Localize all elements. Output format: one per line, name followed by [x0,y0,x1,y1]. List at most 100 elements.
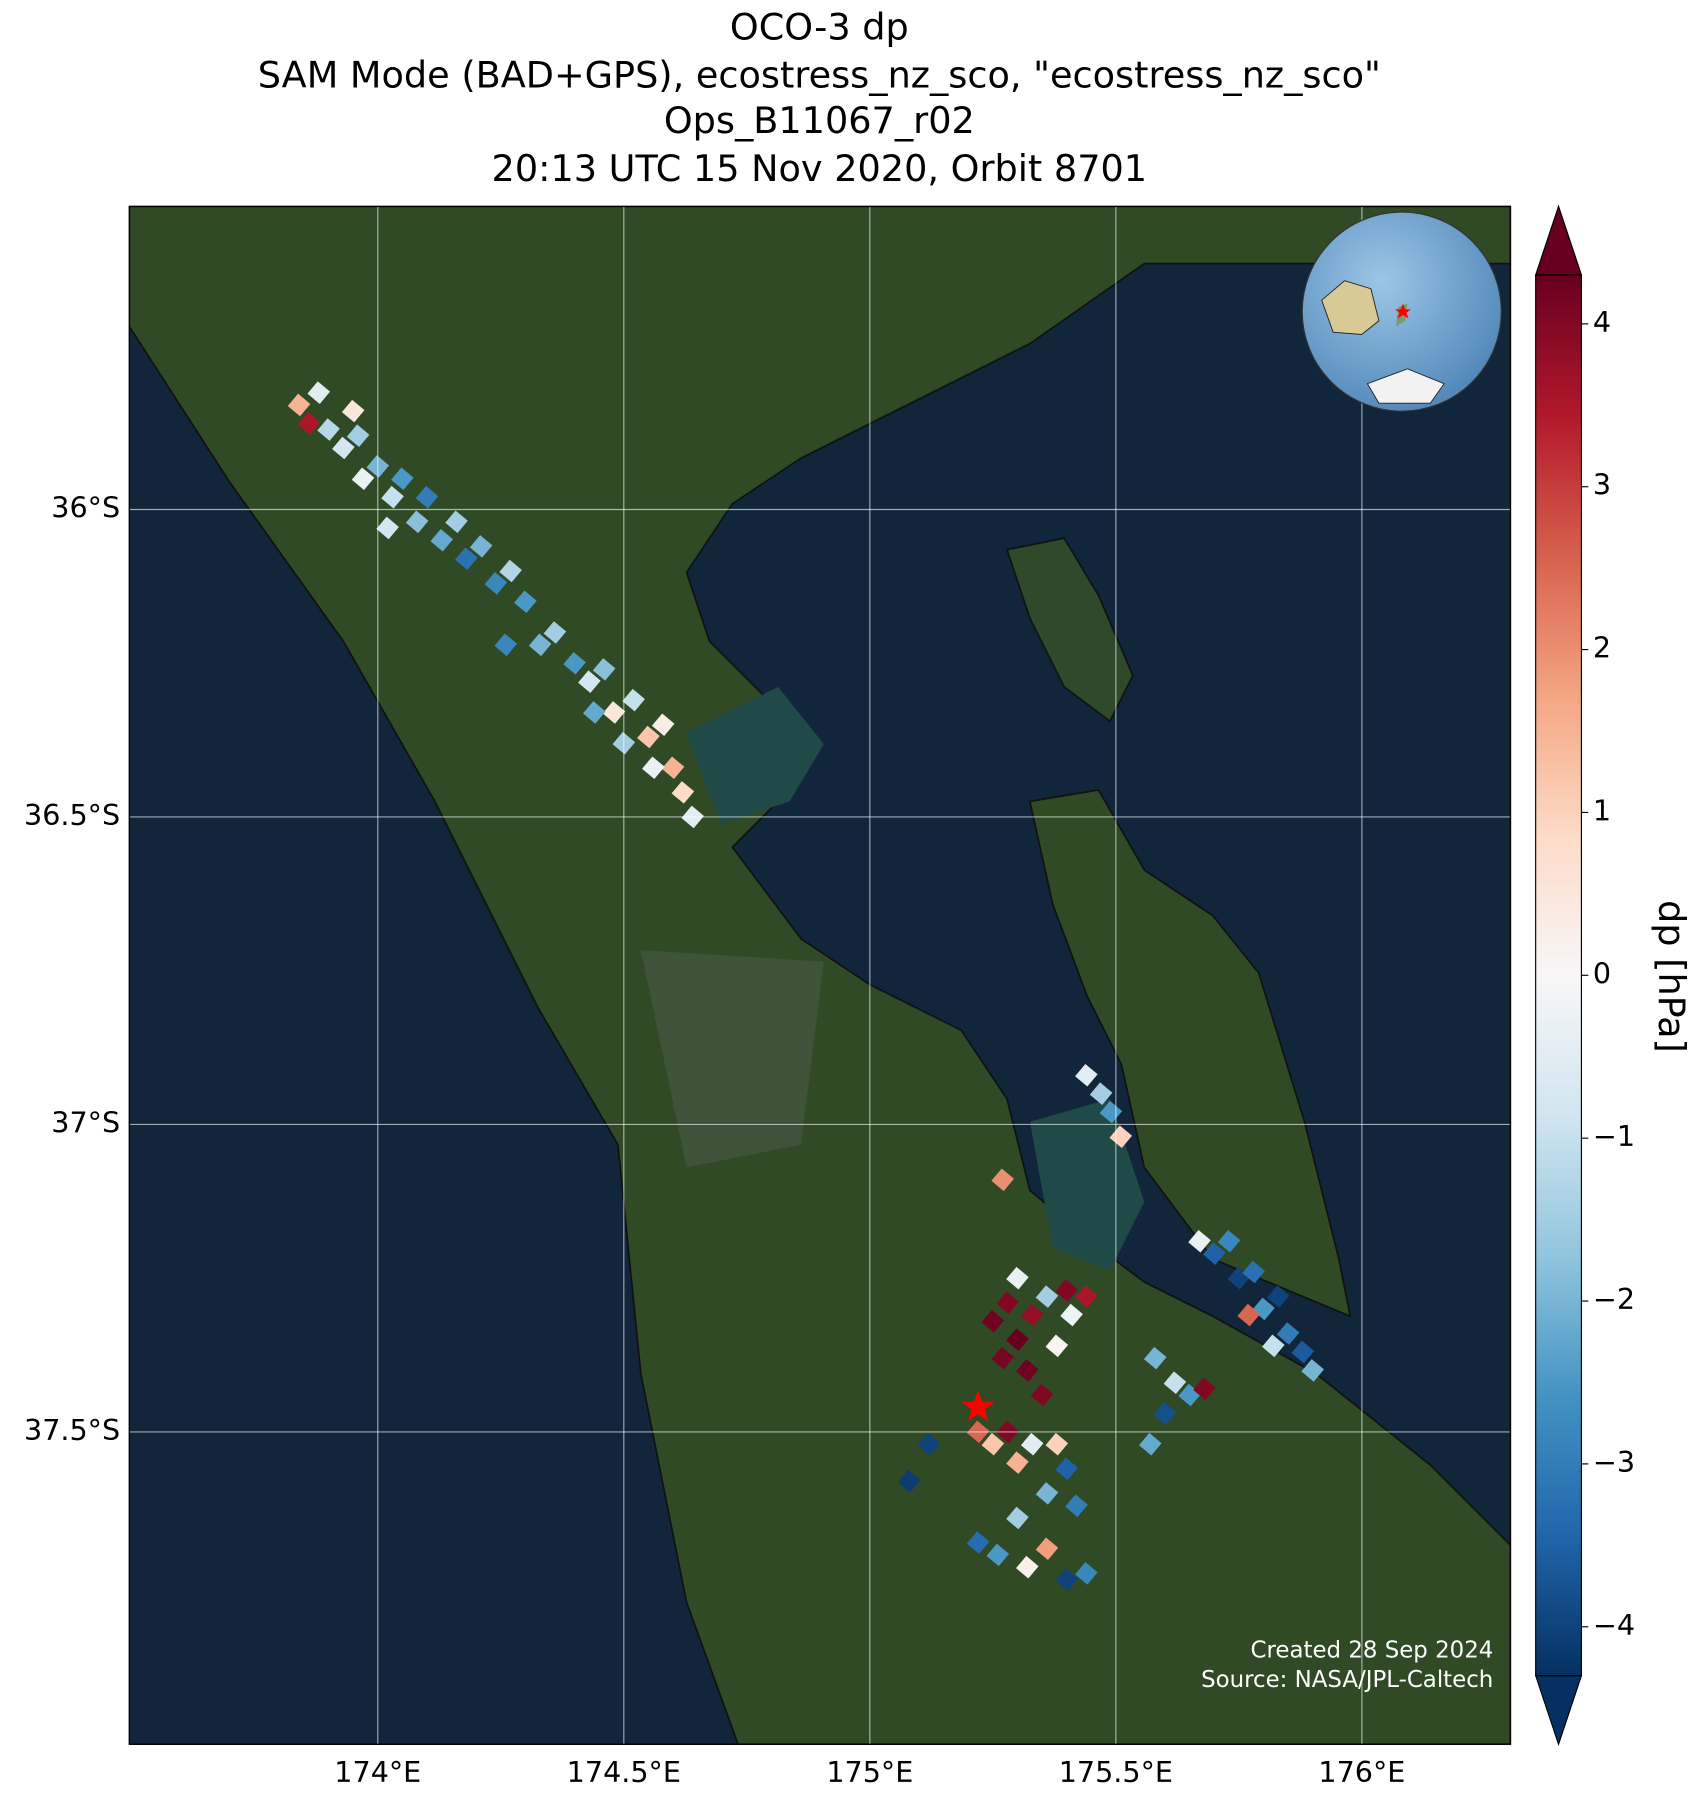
swath-cell [1266,1285,1290,1308]
swath-cell [1291,1340,1315,1364]
swath-cell [1055,1457,1078,1481]
antarctica [1366,368,1445,404]
swath-cell [602,701,626,724]
swath-cell [499,559,522,583]
swath-cell [455,547,478,570]
swath-cell [494,633,518,657]
y-tick-label: 36°S [51,491,120,525]
swath-cell [1109,1125,1133,1149]
x-tick-label: 176°E [1318,1755,1405,1789]
y-tick-label: 36.5°S [24,798,120,832]
swath-cell [1143,1346,1167,1370]
harbour [686,686,824,825]
swath-cell [514,590,537,614]
swath-cell [1045,1334,1069,1358]
map-area: Created 28 Sep 2024 Source: NASA/JPL-Cal… [129,206,1511,1745]
swath-cell [287,393,311,417]
peninsula [1028,788,1352,1318]
swath-cell [1188,1229,1211,1253]
swath-cell [651,713,675,737]
swath-cell [578,670,601,693]
colorbar-tick-label: −4 [1593,1608,1635,1642]
title-line: OCO-3 dp [730,5,909,48]
swath-cell [661,756,685,780]
swath-cell [351,467,375,491]
colorbar-tick-label: 0 [1593,956,1611,990]
swath-cell [1035,1285,1059,1308]
swath-cell [986,1543,1010,1567]
title-line: Ops_B11067_r02 [664,99,975,142]
swath-cell [1045,1432,1069,1456]
swath-cell [1030,1383,1054,1407]
swath-cell [430,528,454,552]
swath-cell [1055,1279,1078,1302]
swath-cell [1006,1328,1029,1351]
swath-cell [1242,1260,1265,1284]
swath-cell [1075,1562,1098,1585]
swath-cell [1202,1242,1226,1265]
swath-cell [1139,1432,1162,1456]
credit: Source: NASA/JPL-Caltech [1201,1667,1493,1693]
swath-cell [622,688,645,712]
swath-cell [1006,1506,1029,1530]
swath-cell [445,510,468,534]
x-tick-label: 174°E [334,1755,421,1789]
colorbar-tick-label: 2 [1593,631,1611,665]
swath-cell [991,1346,1014,1370]
grid [129,206,1511,1745]
map-frame [128,205,1512,1745]
swath-cell [484,572,508,595]
swath-cell [1016,1555,1039,1579]
swath-cell [1153,1402,1177,1425]
swath-cell [1193,1377,1216,1401]
swath-cell [642,756,665,780]
swath-cell [376,516,399,540]
swath-cell [981,1432,1005,1456]
swath-cell [1237,1303,1261,1327]
island [1005,537,1134,723]
swath-cell [1301,1359,1324,1382]
swath-cell [405,510,429,534]
swath-cell [1262,1334,1285,1358]
colorbar-tick-label: 3 [1593,468,1611,502]
swath-cell [1035,1482,1059,1505]
colorbar-tick-label: −3 [1593,1445,1635,1479]
swath-cell [637,725,660,749]
swath-cell [1020,1303,1044,1327]
swath-cell [583,701,606,724]
colorbar-tick-label: −2 [1593,1282,1635,1316]
target-star [961,1390,995,1422]
swath-cell [1006,1451,1029,1474]
inset-star [1394,303,1411,319]
swath-cell [1035,1537,1059,1561]
colorbar-tick-label: 4 [1593,305,1611,339]
swath-cell [1065,1494,1088,1517]
swath-cell [897,1469,921,1493]
swath-cell [1055,1568,1078,1591]
swath-cell [1089,1082,1113,1105]
swath-cell [543,621,567,644]
x-tick-label: 175.5°E [1059,1755,1173,1789]
y-tick-label: 37.5°S [24,1413,120,1447]
colorbar-extend-top [1534,204,1583,276]
swath-cell [917,1432,941,1456]
swath-cell [1006,1266,1029,1290]
swath-cell [528,633,552,657]
swath-cell [996,1291,1019,1315]
title-line: 20:13 UTC 15 Nov 2020, Orbit 8701 [492,147,1148,190]
credit: Created 28 Sep 2024 [1251,1637,1494,1663]
swath-cell [317,418,340,441]
swath-cell [332,436,355,460]
x-tick-label: 174.5°E [567,1755,681,1789]
swath-cell [966,1531,990,1554]
swath-cell [981,1309,1005,1333]
swath-cell [1060,1303,1083,1327]
colorbar-tick-label: 1 [1593,793,1611,827]
australia [1321,280,1380,335]
swath-cell [671,781,695,804]
swath-cell [592,658,616,681]
y-tick-label: 37°S [51,1105,120,1139]
swath-cell [991,1168,1014,1192]
colorbar-label: dp [hPa] [1650,900,1689,1053]
